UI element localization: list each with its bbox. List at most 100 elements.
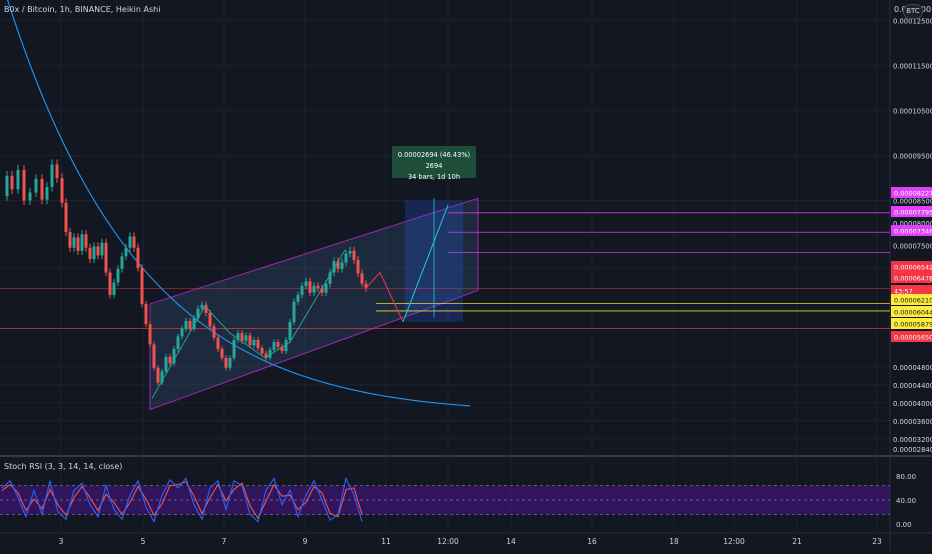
candle-body bbox=[316, 285, 320, 289]
candle-body bbox=[50, 164, 54, 188]
candle-body bbox=[80, 234, 84, 251]
time-tick-label: 12:00 bbox=[723, 537, 745, 546]
time-tick-label: 12:00 bbox=[437, 537, 459, 546]
candle-body bbox=[132, 236, 136, 248]
price-marker-bg bbox=[891, 272, 932, 283]
candle-body bbox=[116, 268, 120, 283]
overlays bbox=[151, 198, 449, 399]
price-tick-label: 0.00004800 bbox=[893, 364, 932, 372]
time-tick-label: 14 bbox=[506, 537, 516, 546]
candle-body bbox=[204, 304, 208, 313]
candle-body bbox=[144, 303, 148, 325]
price-tick-label: 0.00004400 bbox=[893, 382, 932, 390]
candle-body bbox=[320, 288, 324, 293]
candle-body bbox=[184, 321, 188, 329]
measure-line-1: 0.00002694 (46.43%) 2694 bbox=[397, 151, 471, 170]
candle-body bbox=[40, 178, 44, 200]
price-marker-label: 0.00007346 bbox=[891, 225, 932, 236]
price-marker-label: 0.00008227 bbox=[891, 187, 932, 198]
rsi-k-line bbox=[1, 476, 363, 524]
rsi-tick-label: 0.00 bbox=[896, 521, 912, 529]
candle-body bbox=[364, 283, 368, 289]
candle-body bbox=[148, 324, 152, 345]
stoch-rsi-pane bbox=[0, 476, 890, 524]
price-marker-text: 0.00005650 bbox=[894, 334, 932, 342]
candle-body bbox=[312, 285, 316, 293]
candle-body bbox=[124, 247, 128, 257]
stoch-rsi-title[interactable]: Stoch RSI (3, 3, 14, 14, close) bbox=[4, 462, 123, 471]
candle-body bbox=[292, 301, 296, 322]
price-marker-bg bbox=[891, 306, 932, 317]
price-marker-label: 0.00006542 bbox=[891, 261, 932, 272]
candle-body bbox=[136, 247, 140, 268]
price-marker-text: 0.00006542 bbox=[894, 264, 932, 272]
rsi-tick-label: 40.00 bbox=[896, 497, 916, 505]
time-tick-label: 11 bbox=[381, 537, 391, 546]
price-marker-text: 0.00006478 bbox=[894, 275, 932, 283]
candle-body bbox=[72, 237, 76, 248]
candle-body bbox=[228, 357, 232, 368]
candle-body bbox=[280, 346, 284, 352]
candle-body bbox=[304, 281, 308, 286]
candle-body bbox=[45, 187, 49, 200]
price-marker-bg bbox=[891, 285, 932, 296]
candle-body bbox=[5, 175, 9, 197]
candle-body bbox=[68, 231, 72, 248]
candle-body bbox=[296, 294, 300, 302]
candle-body bbox=[108, 272, 112, 295]
candle-body bbox=[192, 318, 196, 329]
price-marker-label: 0.00006478 bbox=[891, 272, 932, 283]
time-axis[interactable]: 3 5 7 9 11 12:00 14 16 18 12:00 21 23 bbox=[59, 537, 882, 546]
candle-body bbox=[240, 333, 244, 341]
price-tick-label: 0.00002840 bbox=[893, 446, 932, 454]
candle-body bbox=[196, 308, 200, 319]
candle-body bbox=[332, 261, 336, 273]
price-marker-text: 0.00008227 bbox=[894, 190, 932, 198]
candle-body bbox=[308, 281, 312, 293]
price-marker-bg bbox=[891, 187, 932, 198]
candle-body bbox=[216, 337, 220, 349]
time-tick-label: 16 bbox=[587, 537, 597, 546]
candle-body bbox=[284, 339, 288, 352]
time-tick-label: 5 bbox=[141, 537, 146, 546]
candle-body bbox=[340, 262, 344, 269]
zigzag-path bbox=[151, 249, 346, 399]
price-tick-label: 0.00012500 bbox=[893, 18, 932, 26]
candle-body bbox=[180, 328, 184, 337]
candle-body bbox=[344, 253, 348, 263]
projected-path-red bbox=[365, 271, 404, 323]
candle-body bbox=[160, 371, 164, 383]
candle-body bbox=[264, 353, 268, 358]
candle-body bbox=[244, 335, 248, 341]
candle-body bbox=[268, 349, 272, 358]
candle-body bbox=[224, 357, 228, 368]
candle-body bbox=[208, 312, 212, 327]
symbol-title: B0x / Bitcoin, 1h, BINANCE, Heikin Ashi bbox=[4, 5, 161, 14]
candle-body bbox=[112, 282, 116, 295]
price-tick-label: 0.00008500 bbox=[893, 198, 932, 206]
price-marker-bg bbox=[891, 318, 932, 329]
candle-body bbox=[100, 242, 104, 256]
candle-body bbox=[360, 273, 364, 284]
candle-body bbox=[188, 321, 192, 329]
candle-body bbox=[328, 272, 332, 284]
price-tick-label: 0.00003200 bbox=[893, 436, 932, 444]
candle-body bbox=[352, 250, 356, 260]
price-marker-label: 43:57 bbox=[891, 285, 932, 296]
candle-body bbox=[28, 192, 32, 201]
drawings bbox=[0, 0, 890, 411]
price-marker-bg bbox=[891, 294, 932, 305]
rsi-tick-label: 80.00 bbox=[896, 473, 916, 481]
candle-body bbox=[152, 344, 156, 368]
price-marker-text: 43:57 bbox=[894, 288, 913, 296]
candle-body bbox=[168, 356, 172, 364]
price-marker-bg bbox=[891, 331, 932, 342]
currency-badge[interactable]: BTC bbox=[903, 4, 923, 19]
price-tick-label: 0.00011500 bbox=[893, 63, 932, 71]
price-axis[interactable]: 80.00 40.00 0.00 0.00012500 0.00011500 0.0001… bbox=[891, 18, 932, 529]
price-marker-bg bbox=[891, 206, 932, 217]
measure-line-2: 34 bars, 1d 10h bbox=[407, 173, 461, 181]
candle-body bbox=[236, 333, 240, 340]
